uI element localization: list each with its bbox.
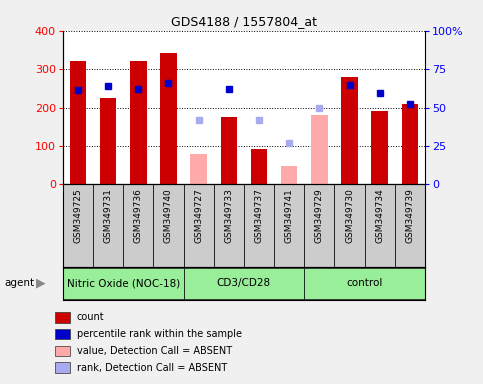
Bar (341, 77, 358, 184)
Bar (55, 312, 70, 323)
Text: Nitric Oxide (NOC-18): Nitric Oxide (NOC-18) (67, 278, 180, 288)
Text: GSM349740: GSM349740 (164, 189, 173, 243)
Bar (70, 61, 86, 184)
Text: GSM349736: GSM349736 (134, 189, 143, 243)
FancyBboxPatch shape (63, 184, 93, 267)
Bar (371, 111, 388, 184)
Bar (55, 362, 70, 373)
Text: GSM349733: GSM349733 (224, 189, 233, 243)
Bar (190, 154, 207, 184)
Text: percentile rank within the sample: percentile rank within the sample (77, 329, 241, 339)
Bar (130, 61, 146, 184)
Text: count: count (77, 312, 104, 322)
FancyBboxPatch shape (274, 184, 304, 267)
Bar (402, 104, 418, 184)
FancyBboxPatch shape (93, 184, 123, 267)
Bar (221, 117, 237, 184)
Text: GSM349741: GSM349741 (284, 189, 294, 243)
Text: agent: agent (5, 278, 35, 288)
Text: GSM349734: GSM349734 (375, 189, 384, 243)
Bar (55, 329, 70, 339)
Title: GDS4188 / 1557804_at: GDS4188 / 1557804_at (171, 15, 317, 28)
FancyBboxPatch shape (334, 184, 365, 267)
Text: GSM349737: GSM349737 (255, 189, 264, 243)
FancyBboxPatch shape (123, 184, 154, 267)
Bar (55, 346, 70, 356)
FancyBboxPatch shape (304, 184, 334, 267)
Text: GSM349729: GSM349729 (315, 189, 324, 243)
Text: CD3/CD28: CD3/CD28 (217, 278, 271, 288)
Text: GSM349739: GSM349739 (405, 189, 414, 243)
Bar (100, 98, 116, 184)
FancyBboxPatch shape (63, 268, 184, 299)
Text: GSM349725: GSM349725 (73, 189, 83, 243)
Text: rank, Detection Call = ABSENT: rank, Detection Call = ABSENT (77, 363, 227, 373)
FancyBboxPatch shape (365, 184, 395, 267)
Text: GSM349730: GSM349730 (345, 189, 354, 243)
Text: ▶: ▶ (36, 277, 46, 290)
FancyBboxPatch shape (395, 184, 425, 267)
FancyBboxPatch shape (244, 184, 274, 267)
Text: value, Detection Call = ABSENT: value, Detection Call = ABSENT (77, 346, 232, 356)
FancyBboxPatch shape (154, 184, 184, 267)
FancyBboxPatch shape (184, 184, 213, 267)
FancyBboxPatch shape (213, 184, 244, 267)
Text: GSM349731: GSM349731 (103, 189, 113, 243)
Bar (251, 149, 267, 184)
FancyBboxPatch shape (184, 268, 304, 299)
Bar (281, 166, 298, 184)
Text: control: control (346, 278, 383, 288)
Text: GSM349727: GSM349727 (194, 189, 203, 243)
Bar (311, 115, 327, 184)
Bar (160, 53, 177, 184)
FancyBboxPatch shape (304, 268, 425, 299)
